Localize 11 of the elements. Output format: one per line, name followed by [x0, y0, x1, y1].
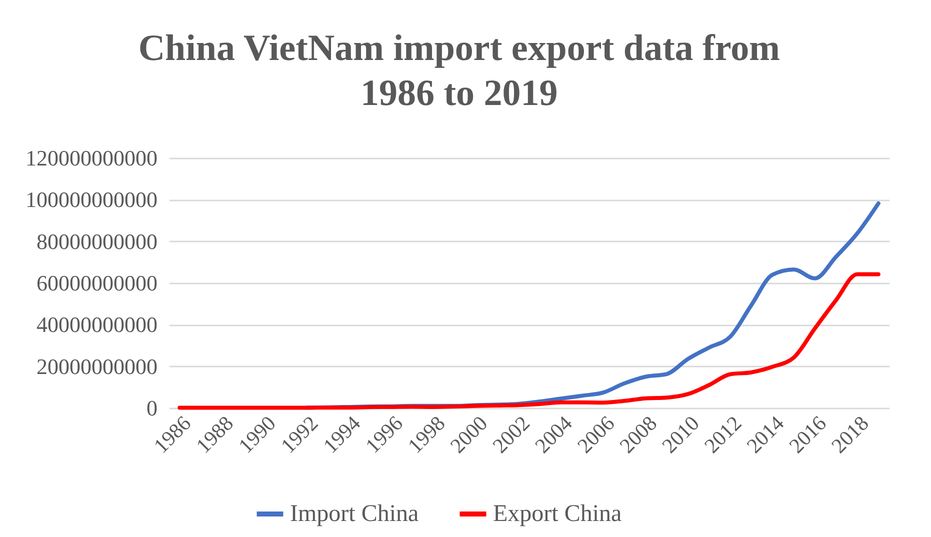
y-tick-label: 80000000000 — [36, 228, 158, 254]
y-tick-label: 60000000000 — [36, 270, 158, 296]
legend-label: Export China — [493, 501, 622, 527]
y-tick-label: 20000000000 — [36, 354, 158, 379]
chart-title: China VietNam import export data from 1986 to 2019 — [138, 28, 780, 114]
y-tick-label: 40000000000 — [36, 312, 158, 338]
line-series — [178, 272, 880, 410]
y-tick-label: 100000000000 — [26, 187, 158, 212]
y-tick-label: 0 — [146, 396, 158, 420]
legend-label: Import China — [290, 501, 419, 527]
y-tick-label: 120000000000 — [26, 146, 158, 170]
